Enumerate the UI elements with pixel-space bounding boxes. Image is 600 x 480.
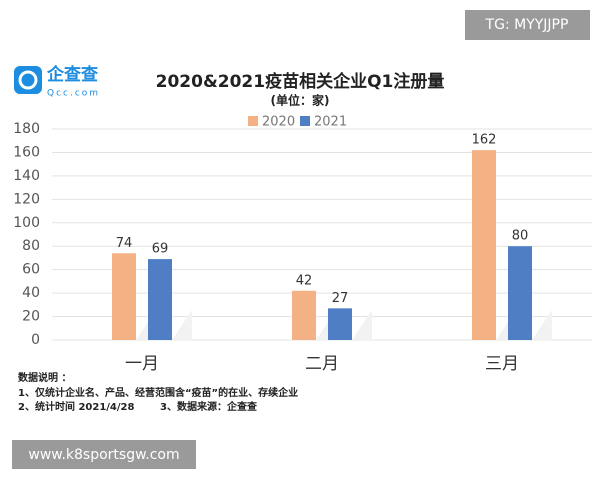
note: 1、仅统计企业名、产品、经营范围含“疫苗”的在业、存续企业: [18, 386, 298, 399]
x-tick-label: 二月: [305, 354, 339, 374]
logo-site: Qcc.com: [47, 89, 100, 99]
y-tick-label: 120: [13, 191, 40, 207]
logo-icon: [18, 70, 38, 90]
y-tick-label: 40: [22, 285, 40, 301]
bar: [472, 150, 496, 340]
legend-swatch: [248, 116, 258, 126]
y-tick-label: 80: [22, 238, 40, 254]
note: 3、数据来源：企查查: [160, 400, 258, 413]
chart-subtitle: (单位：家): [271, 93, 330, 108]
data-label: 42: [296, 273, 313, 288]
logo-name: 企查查: [46, 64, 99, 85]
watermark-box: [12, 440, 196, 469]
y-tick-label: 60: [22, 262, 40, 278]
x-tick-label: 三月: [485, 354, 519, 374]
y-tick-label: 20: [22, 309, 40, 325]
bar-shadow: [172, 310, 192, 340]
legend-label: 2020: [262, 115, 295, 130]
watermark: www.k8sportsgw.com: [28, 447, 179, 463]
bar: [292, 290, 316, 340]
bar: [508, 246, 532, 340]
data-label: 162: [472, 133, 497, 148]
data-label: 74: [116, 236, 133, 251]
data-label: 27: [332, 291, 349, 306]
y-tick-label: 140: [13, 168, 40, 184]
legend-label: 2021: [314, 115, 347, 130]
x-tick-label: 一月: [125, 354, 159, 374]
y-tick-label: 0: [31, 332, 40, 348]
bar: [328, 308, 352, 340]
bar-shadow: [352, 310, 372, 340]
data-label: 80: [512, 229, 529, 244]
watermark: TG: MYYJJPP: [485, 17, 569, 33]
bar: [112, 253, 136, 340]
y-tick-label: 180: [13, 121, 40, 137]
watermark-box: [465, 10, 590, 40]
note: 2、统计时间 2021/4/28: [18, 400, 134, 413]
notes-title: 数据说明 ：: [18, 371, 71, 384]
logo-icon: [14, 66, 42, 94]
y-tick-label: 100: [13, 215, 40, 231]
bar-shadow: [532, 310, 552, 340]
chart-title: 2020&2021疫苗相关企业Q1注册量: [156, 71, 445, 92]
bar: [148, 259, 172, 340]
y-tick-label: 160: [13, 144, 40, 160]
legend-swatch: [300, 116, 310, 126]
data-label: 69: [152, 242, 169, 257]
